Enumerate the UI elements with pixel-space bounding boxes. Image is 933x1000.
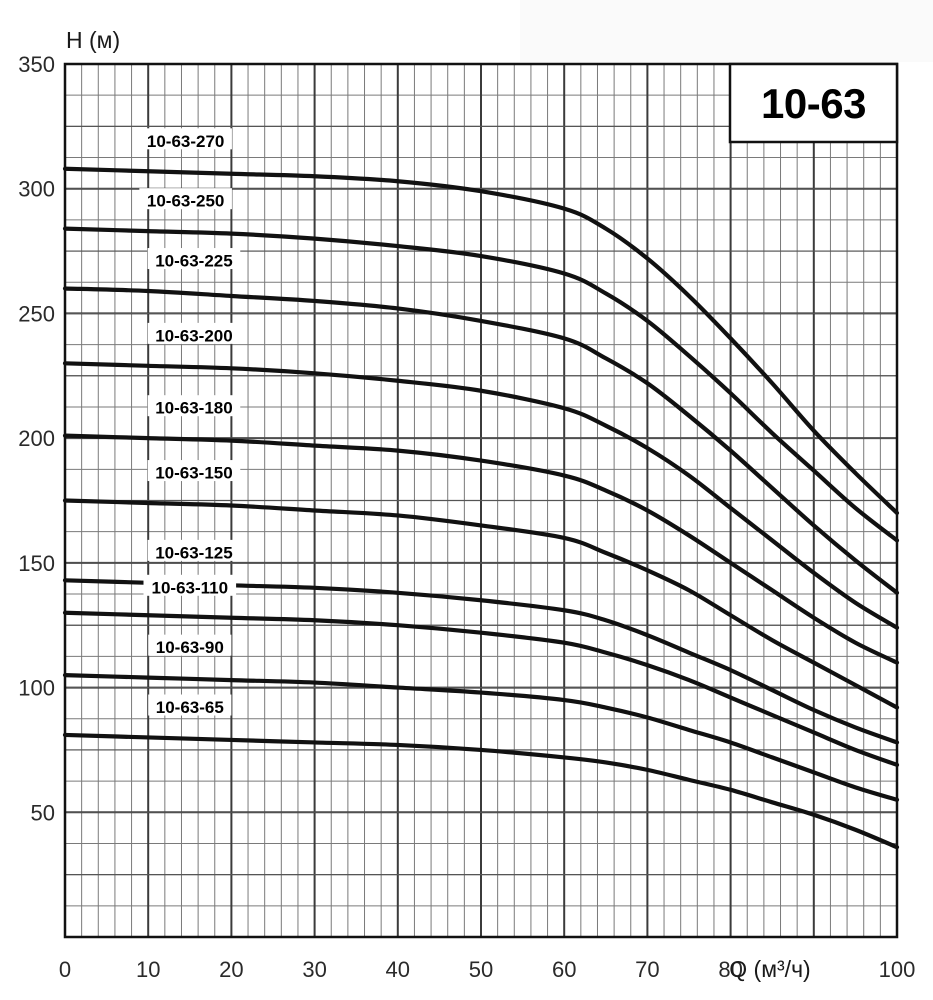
x-tick-label: 40 <box>386 957 410 982</box>
curve-label-10-63-200: 10-63-200 <box>155 326 233 345</box>
chart-title: 10-63 <box>761 80 866 127</box>
curve-label-backdrop <box>147 248 241 270</box>
x-tick-label: 30 <box>302 957 326 982</box>
curve-label-10-63-110: 10-63-110 <box>152 578 229 597</box>
pump-curve-10-63-150 <box>62 498 900 710</box>
curve-label-backdrop <box>148 634 232 656</box>
curve-label-10-63-65: 10-63-65 <box>156 698 224 717</box>
pump-curve-10-63-225 <box>62 286 900 595</box>
curve-label-10-63-270: 10-63-270 <box>147 132 225 151</box>
y-tick-label: 100 <box>18 676 55 701</box>
curve-label-backdrop <box>139 188 232 210</box>
curve-label-10-63-90: 10-63-90 <box>156 638 224 657</box>
x-tick-label: 10 <box>136 957 160 982</box>
y-axis-ticks: 50 100 150 200 250 300 350 <box>18 52 55 825</box>
curve-label-10-63-125: 10-63-125 <box>155 543 233 562</box>
curve-label-backdrop <box>147 322 241 344</box>
y-axis-title: H (м) <box>66 27 120 53</box>
y-tick-label: 300 <box>18 177 55 202</box>
x-axis-title: Q (м³/ч) <box>729 956 810 982</box>
pump-curve-10-63-110 <box>62 610 900 767</box>
title-box-layer: 10-63 <box>728 62 899 144</box>
x-tick-label: 20 <box>219 957 243 982</box>
y-tick-label: 350 <box>18 52 55 77</box>
y-tick-label: 250 <box>18 301 55 326</box>
y-tick-label: 200 <box>18 426 55 451</box>
curve-labels-layer: 10-63-270 10-63-250 10-63-225 10-63-200 10-6… <box>139 128 241 717</box>
x-tick-label: 70 <box>635 957 659 982</box>
title-box <box>728 62 899 144</box>
pump-curve-10-63-180 <box>62 433 900 665</box>
curve-label-10-63-150: 10-63-150 <box>155 464 233 483</box>
x-tick-label: 100 <box>879 957 916 982</box>
x-tick-label: 80 <box>718 957 742 982</box>
y-tick-label: 150 <box>18 551 55 576</box>
pump-curve-10-63-270 <box>62 166 900 516</box>
curve-label-backdrop <box>148 694 232 716</box>
curve-label-backdrop <box>147 539 241 561</box>
x-tick-label: 60 <box>552 957 576 982</box>
curve-label-10-63-225: 10-63-225 <box>155 252 233 271</box>
pump-curve-10-63-200 <box>62 361 900 630</box>
curve-label-10-63-250: 10-63-250 <box>147 192 225 211</box>
curves-layer <box>62 166 900 850</box>
pump-curve-10-63-90 <box>62 673 900 802</box>
curve-label-backdrop <box>147 395 241 417</box>
x-tick-label: 0 <box>59 957 71 982</box>
x-axis-ticks: 0 10 20 30 40 50 60 70 80 100 <box>59 957 915 982</box>
curve-label-backdrop <box>143 574 237 596</box>
curve-label-10-63-180: 10-63-180 <box>155 399 233 418</box>
curve-label-backdrop <box>139 128 232 150</box>
pump-curve-10-63-65 <box>62 732 900 850</box>
curve-label-backdrop <box>147 460 241 482</box>
y-tick-label: 50 <box>31 800 55 825</box>
pump-curve-10-63-250 <box>62 226 900 543</box>
x-tick-label: 50 <box>469 957 493 982</box>
